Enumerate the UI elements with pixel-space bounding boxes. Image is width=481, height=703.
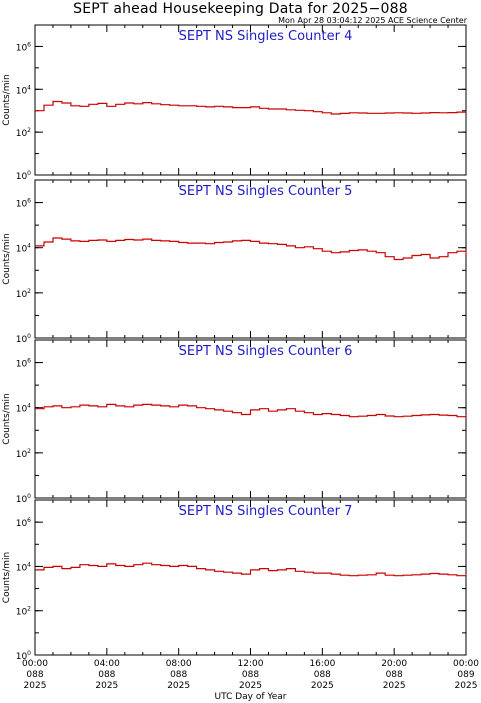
x-tick-year-label: 2025 xyxy=(311,681,334,691)
x-tick-year-label: 2025 xyxy=(24,681,47,691)
y-tick-label: 104 xyxy=(16,243,31,255)
x-tick-time-label: 16:00 xyxy=(309,659,335,669)
plot-frame xyxy=(34,339,467,499)
y-axis-label: Counts/min xyxy=(2,74,12,125)
x-tick-doy-label: 088 xyxy=(242,670,259,680)
y-tick-label: 104 xyxy=(16,84,31,96)
x-tick-time-label: 00:00 xyxy=(453,659,479,669)
x-tick-time-label: 20:00 xyxy=(381,659,407,669)
x-tick-doy-label: 088 xyxy=(98,670,115,680)
y-tick-label: 100 xyxy=(16,493,31,505)
y-axis-label: Counts/min xyxy=(2,552,12,603)
x-tick-doy-label: 089 xyxy=(457,670,474,680)
panel-title: SEPT NS Singles Counter 7 xyxy=(179,504,353,519)
y-axis-label: Counts/min xyxy=(2,233,12,284)
y-tick-label: 100 xyxy=(16,650,31,662)
chart-panel-2: 100 102 104 106 Counts/min SEPT NS Singles Co… xyxy=(2,179,467,345)
x-tick-time-label: 12:00 xyxy=(238,659,264,669)
y-tick-label: 100 xyxy=(16,333,31,345)
chart-panel-3: 100 102 104 106 Counts/min SEPT NS Singles Co… xyxy=(2,339,467,505)
y-tick-label: 104 xyxy=(16,403,31,415)
chart-panel-1: 100 102 104 106 Counts/min SEPT NS Singles Co… xyxy=(2,24,467,182)
x-tick-doy-label: 088 xyxy=(26,670,43,680)
plot-frame xyxy=(34,24,467,176)
y-tick-label: 106 xyxy=(16,198,31,210)
series-line xyxy=(35,403,467,418)
x-tick-time-label: 00:00 xyxy=(22,659,48,669)
y-tick-label: 100 xyxy=(16,170,31,182)
panel-title: SEPT NS Singles Counter 4 xyxy=(179,29,353,44)
x-tick-year-label: 2025 xyxy=(95,681,118,691)
y-tick-label: 102 xyxy=(16,288,31,300)
x-tick-doy-label: 088 xyxy=(170,670,187,680)
x-tick-year-label: 2025 xyxy=(383,681,406,691)
y-tick-label: 106 xyxy=(16,41,31,53)
x-axis-label: UTC Day of Year xyxy=(215,692,287,702)
y-tick-label: 102 xyxy=(16,127,31,139)
chart-panel-4: 100 102 104 106 Counts/min SEPT NS Singles Co… xyxy=(2,499,467,662)
y-tick-label: 104 xyxy=(16,561,31,573)
plot-frame xyxy=(34,499,467,656)
series-line xyxy=(35,100,467,115)
x-tick-year-label: 2025 xyxy=(239,681,262,691)
y-tick-label: 106 xyxy=(16,517,31,529)
page-title: SEPT ahead Housekeeping Data for 2025−08… xyxy=(73,1,408,17)
y-tick-label: 102 xyxy=(16,606,31,618)
panel-title: SEPT NS Singles Counter 6 xyxy=(179,344,353,359)
series-line xyxy=(35,562,467,577)
y-tick-label: 106 xyxy=(16,358,31,370)
y-axis-label: Counts/min xyxy=(2,393,12,444)
x-tick-time-label: 04:00 xyxy=(94,659,120,669)
timestamp: Mon Apr 28 03:04:12 2025 ACE Science Cen… xyxy=(278,16,467,25)
x-tick-year-label: 2025 xyxy=(167,681,190,691)
x-tick-time-label: 08:00 xyxy=(166,659,192,669)
series-line xyxy=(35,237,467,261)
x-tick-year-label: 2025 xyxy=(455,681,478,691)
y-tick-label: 102 xyxy=(16,448,31,460)
panel-title: SEPT NS Singles Counter 5 xyxy=(179,184,353,199)
x-tick-doy-label: 088 xyxy=(386,670,403,680)
x-tick-doy-label: 088 xyxy=(314,670,331,680)
